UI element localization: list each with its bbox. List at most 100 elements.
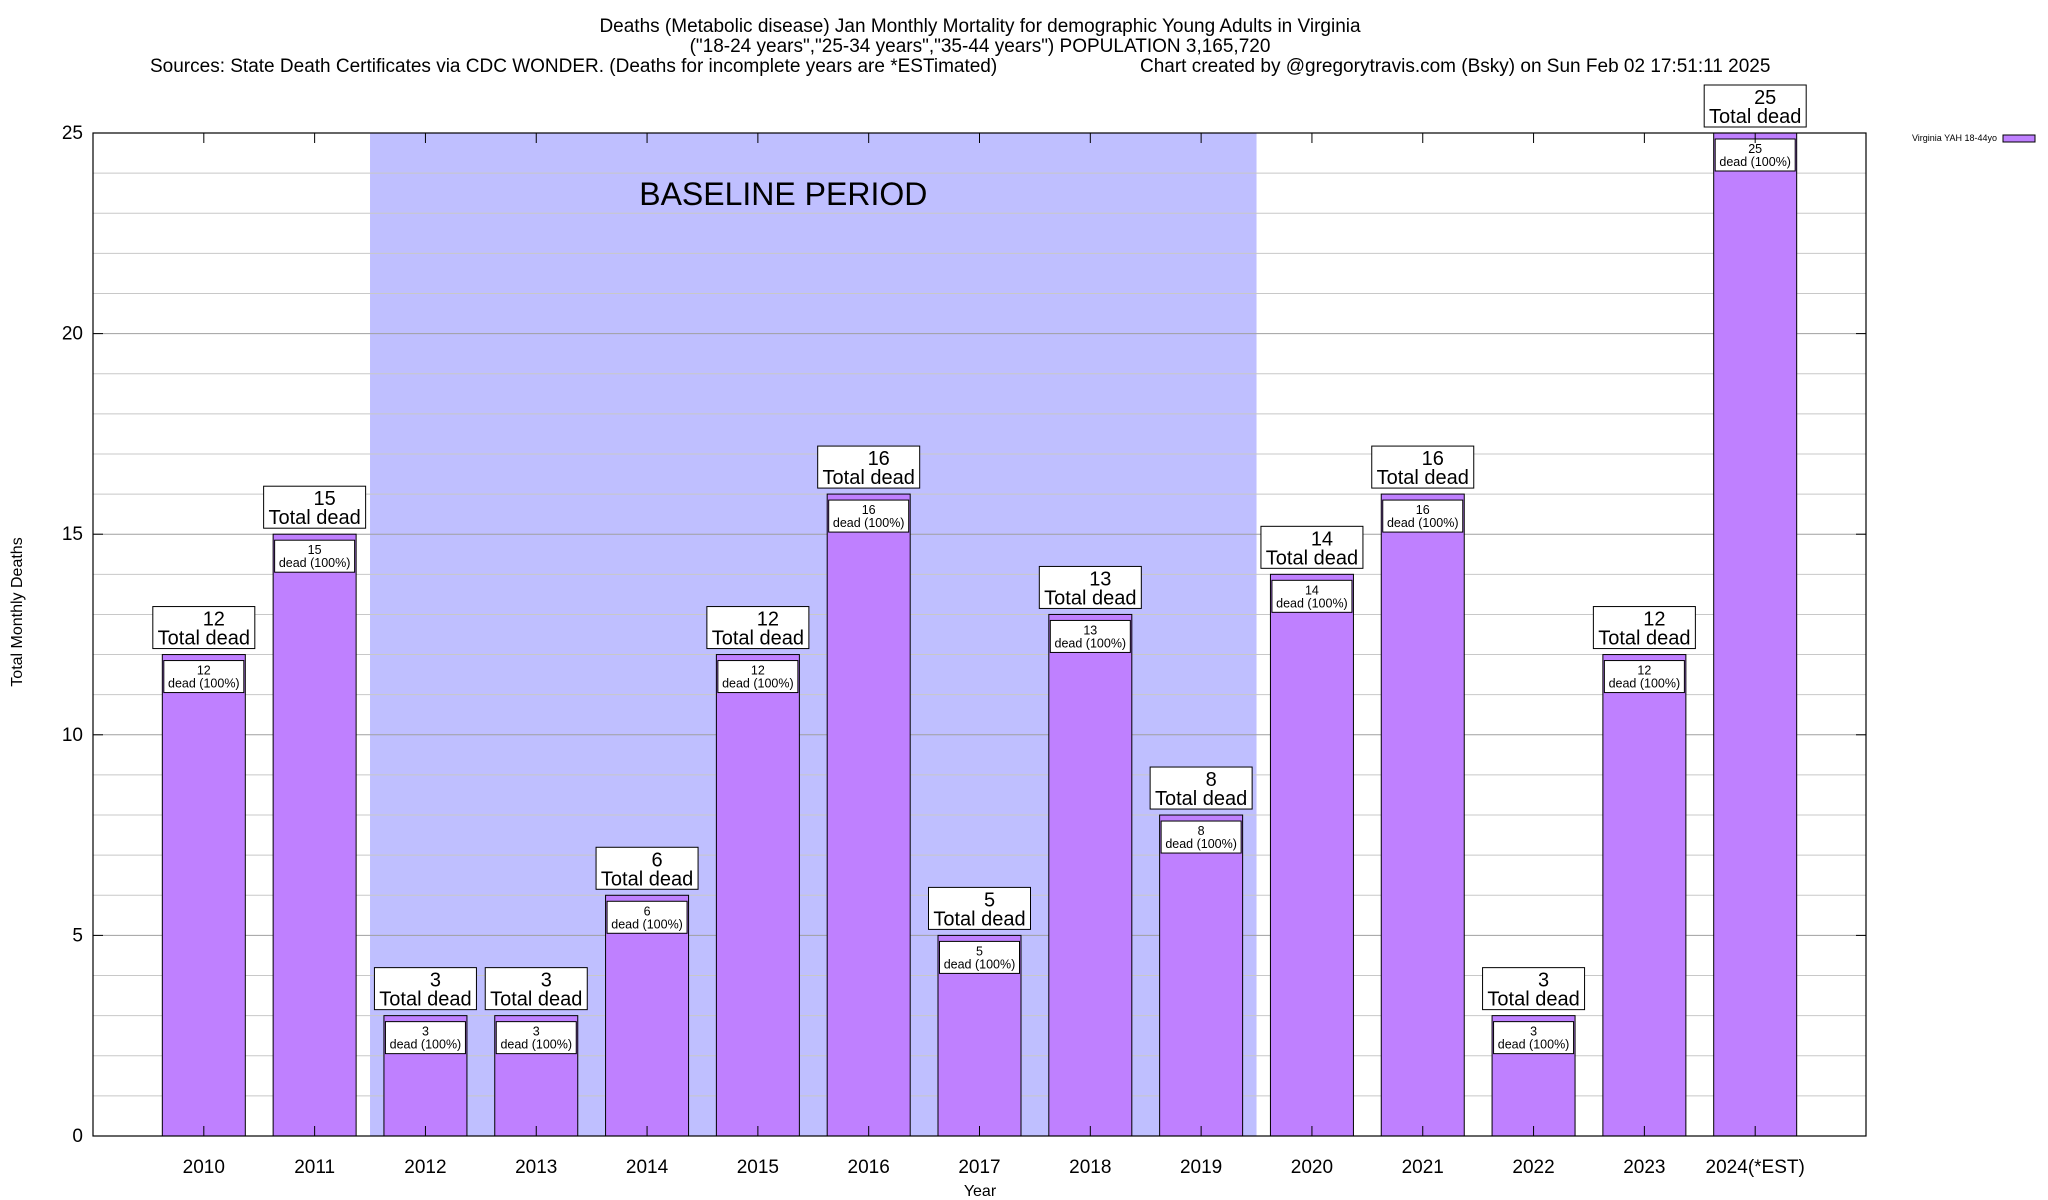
- bar-inner-label-box: [274, 539, 356, 573]
- bar-inner-suffix-label: dead (100%): [1055, 636, 1127, 650]
- bar-top-suffix-label: Total dead: [158, 628, 250, 650]
- bar: [1048, 613, 1133, 1137]
- bar-inner-suffix-label: dead (100%): [722, 677, 794, 691]
- bar: [1713, 132, 1798, 1137]
- x-tick-label: 2014: [626, 1157, 669, 1178]
- bar-inner-value-label: 3: [533, 1025, 540, 1039]
- bar-inner-value-label: 8: [1198, 824, 1205, 838]
- bar-top-suffix-label: Total dead: [712, 628, 804, 650]
- bar-top-value-label: 12: [757, 609, 779, 631]
- bar-inner-value-label: 5: [976, 944, 983, 958]
- x-tick-label: 2019: [1180, 1157, 1222, 1178]
- bar-top-suffix-label: Total dead: [601, 868, 693, 890]
- bar-top-label-box: [1149, 766, 1253, 810]
- bar-top-value-label: 3: [541, 970, 552, 992]
- axis-layer: 0 5 10 15 20 25 2010 2011 2012 2013 2014 2015 2016 20…: [62, 123, 1867, 1178]
- bar-top-value-label: 3: [1538, 970, 1549, 992]
- bar-top-label-box: [595, 846, 699, 890]
- bar-top-label-box: [1592, 606, 1696, 650]
- chart-sources: Sources: State Death Certificates via CD…: [150, 56, 997, 77]
- bar: [272, 533, 357, 1137]
- x-tick-label: 2021: [1402, 1157, 1444, 1178]
- x-tick-label: 2024(*EST): [1706, 1157, 1805, 1178]
- bar-top-label-box: [706, 606, 810, 650]
- bar-inner-label-box: [1160, 820, 1242, 854]
- bar-inner-suffix-label: dead (100%): [168, 677, 240, 691]
- bar-top-label-box: [817, 445, 921, 489]
- bar-top-suffix-label: Total dead: [1709, 106, 1801, 128]
- bar-top-value-label: 8: [1206, 769, 1217, 791]
- bar-inner-value-label: 14: [1305, 583, 1319, 597]
- bar-inner-suffix-label: dead (100%): [390, 1038, 462, 1052]
- bar-top-value-label: 14: [1311, 528, 1333, 550]
- bar-inner-label-box: [1382, 499, 1464, 533]
- bar-inner-suffix-label: dead (100%): [279, 556, 351, 570]
- bar-top-value-label: 12: [1643, 609, 1665, 631]
- bar-top-suffix-label: Total dead: [1044, 587, 1136, 609]
- bar-top-suffix-label: Total dead: [268, 507, 360, 529]
- chart-title-line2: ("18-24 years","25-34 years","35-44 year…: [690, 36, 1271, 57]
- bar-top-label-box: [373, 967, 477, 1011]
- bar-inner-value-label: 12: [197, 664, 211, 678]
- x-tick-label: 2016: [848, 1157, 890, 1178]
- bar-top-suffix-label: Total dead: [1155, 788, 1247, 810]
- bar-top-label-box: [263, 485, 367, 529]
- legend: Virginia YAH 18-44yo: [1912, 133, 2036, 143]
- bar-top-suffix-label: Total dead: [933, 908, 1025, 930]
- chart-credit: Chart created by @gregorytravis.com (Bsk…: [1140, 56, 1770, 77]
- bar-inner-value-label: 16: [862, 503, 876, 517]
- bar-inner-value-label: 3: [1530, 1025, 1537, 1039]
- bar-inner-label-box: [1493, 1021, 1575, 1055]
- x-tick-label: 2020: [1291, 1157, 1333, 1178]
- bar: [161, 654, 246, 1137]
- bar-inner-label-box: [939, 940, 1020, 974]
- bar-top-value-label: 12: [203, 609, 225, 631]
- bar-inner-value-label: 3: [422, 1025, 429, 1039]
- bar-top-suffix-label: Total dead: [1598, 628, 1690, 650]
- bar-top-label-box: [152, 606, 256, 650]
- bar-inner-label-box: [1603, 660, 1685, 694]
- bar-top-value-label: 16: [868, 448, 890, 470]
- bar-top-value-label: 6: [652, 849, 663, 871]
- bar-inner-value-label: 13: [1083, 623, 1097, 637]
- x-tick-label: 2022: [1512, 1157, 1554, 1178]
- bar-inner-suffix-label: dead (100%): [1165, 837, 1237, 851]
- bar: [1269, 573, 1354, 1137]
- bar-top-label-box: [1038, 565, 1142, 609]
- bar-top-suffix-label: Total dead: [1266, 547, 1358, 569]
- y-axis-label: Total Monthly Deaths: [9, 537, 26, 686]
- bar-inner-label-box: [495, 1021, 577, 1055]
- bar-top-value-label: 3: [430, 970, 441, 992]
- bar: [715, 654, 800, 1137]
- bar-inner-suffix-label: dead (100%): [833, 516, 905, 530]
- bar-inner-value-label: 12: [1637, 664, 1651, 678]
- baseline-band-label: BASELINE PERIOD: [639, 176, 927, 212]
- chart-title-line1: Deaths (Metabolic disease) Jan Monthly M…: [599, 16, 1361, 37]
- bar-top-value-label: 16: [1422, 448, 1444, 470]
- bar-top-label-box: [1482, 967, 1586, 1011]
- bar-top-value-label: 5: [984, 889, 995, 911]
- bar-inner-suffix-label: dead (100%): [1719, 155, 1791, 169]
- bar-top-suffix-label: Total dead: [1377, 467, 1469, 489]
- bar-inner-label-box: [163, 660, 245, 694]
- bar-inner-label-box: [717, 660, 799, 694]
- y-tick-label: 15: [62, 524, 83, 545]
- bar-inner-value-label: 16: [1416, 503, 1430, 517]
- x-tick-label: 2018: [1069, 1157, 1111, 1178]
- bar-inner-label-box: [1049, 619, 1131, 653]
- y-tick-label: 5: [72, 925, 83, 946]
- x-tick-label: 2013: [515, 1157, 557, 1178]
- grid-layer: [93, 172, 1866, 1097]
- bar-inner-suffix-label: dead (100%): [1387, 516, 1459, 530]
- bar-inner-label-box: [606, 900, 688, 934]
